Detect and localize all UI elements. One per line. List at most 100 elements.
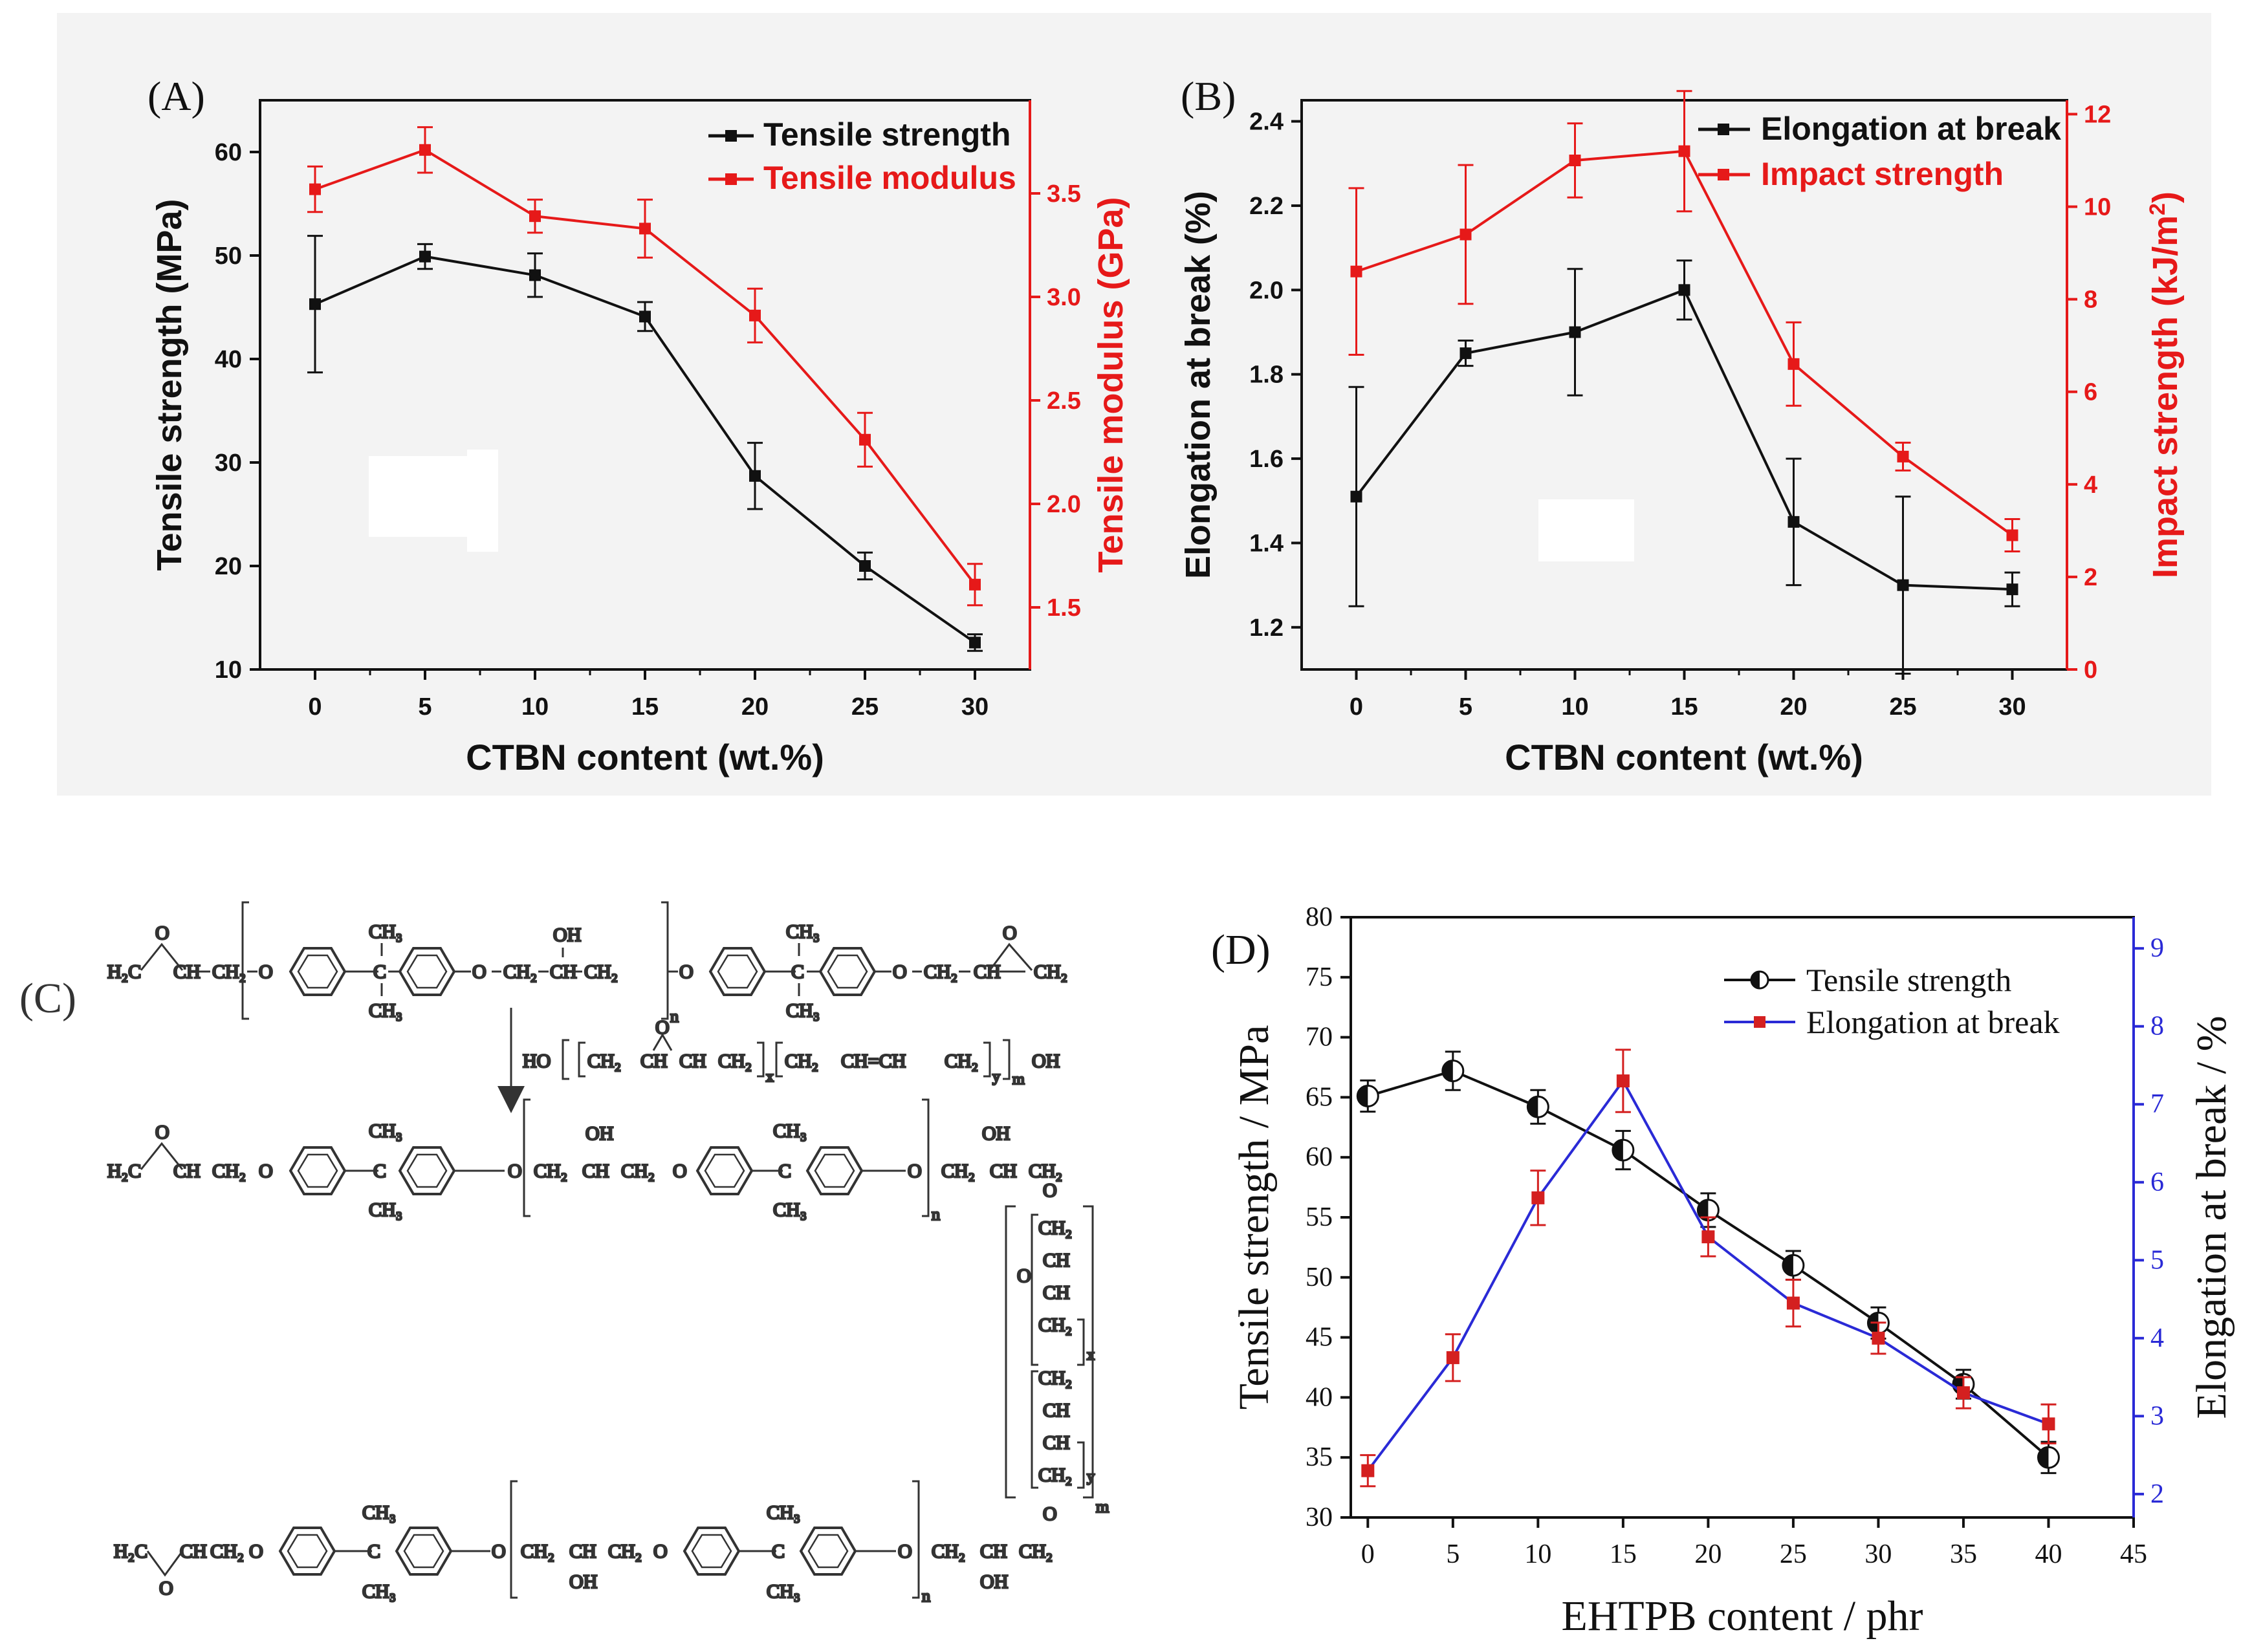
x-tick-label-A: 20 <box>741 693 769 721</box>
data-point-B <box>1678 145 1690 157</box>
svg-text:CH₃: CH₃ <box>369 1120 402 1142</box>
svg-text:CH₂: CH₂ <box>584 961 618 983</box>
legend-label-elongation-d: Elongation at break <box>1806 1004 2060 1040</box>
svg-text:CH: CH <box>990 1160 1017 1182</box>
x-tick-label-B: 0 <box>1350 693 1363 721</box>
svg-text:O: O <box>908 1160 922 1182</box>
svg-text:C: C <box>791 961 804 983</box>
svg-text:O: O <box>492 1541 506 1562</box>
x-tick-label-D: 45 <box>2120 1539 2147 1569</box>
data-point-D <box>1361 1464 1375 1477</box>
svg-text:O: O <box>508 1160 522 1182</box>
data-point-A <box>749 470 761 482</box>
svg-text:CH₃: CH₃ <box>786 921 820 942</box>
svg-text:CH₂: CH₂ <box>1038 1367 1072 1389</box>
data-point-fill-D <box>2038 1447 2049 1468</box>
x-tick-label-A: 5 <box>418 693 432 721</box>
svg-text:CH₂: CH₂ <box>932 1541 965 1562</box>
y2-tick-label-D: 6 <box>2150 1168 2164 1197</box>
data-point-A <box>419 250 431 263</box>
svg-text:CH: CH <box>180 1541 207 1562</box>
x-tick-label-A: 25 <box>851 693 879 721</box>
data-point-B <box>1350 265 1362 277</box>
svg-text:CH₃: CH₃ <box>773 1199 807 1221</box>
ehtpb-side-chain: O m CH₂ CH O CH CH₂ x CH₂ CH CH CH₂ y O <box>1005 1179 1110 1526</box>
svg-text:O: O <box>1017 1265 1031 1287</box>
data-point-A <box>749 309 761 321</box>
panel-label-b: (B) <box>1181 73 1236 119</box>
top-panel-background <box>57 13 2211 796</box>
legend-marker-impact <box>1718 169 1729 180</box>
x-tick-label-A: 10 <box>521 693 549 721</box>
svg-text:n: n <box>670 1007 679 1026</box>
y-tick-label-D: 75 <box>1306 962 1333 992</box>
y-tick-label-B: 1.6 <box>1249 446 1284 473</box>
x-tick-label-D: 20 <box>1694 1539 1722 1569</box>
data-point-B <box>1787 516 1800 528</box>
data-point-A <box>639 310 651 323</box>
legend-marker-tensile-d-fill <box>1751 972 1760 988</box>
svg-text:O: O <box>1003 922 1017 944</box>
svg-text:CH₃: CH₃ <box>767 1581 800 1602</box>
x-tick-label-D: 30 <box>1864 1539 1892 1569</box>
white-box-a-2 <box>467 450 498 552</box>
svg-text:x: x <box>766 1069 774 1085</box>
data-point-B <box>1350 490 1362 503</box>
svg-text:CH₂: CH₂ <box>1038 1464 1072 1486</box>
data-point-D <box>1701 1230 1715 1244</box>
svg-text:H₂C: H₂C <box>107 961 141 983</box>
svg-text:O: O <box>249 1541 263 1562</box>
data-point-fill-D <box>1527 1096 1538 1118</box>
data-point-B <box>1569 326 1581 338</box>
data-point-B <box>1459 347 1472 360</box>
svg-text:O: O <box>1043 1503 1057 1525</box>
svg-text:OH: OH <box>980 1571 1008 1592</box>
data-point-B <box>1569 155 1581 167</box>
data-point-D <box>1446 1351 1459 1364</box>
y2-tick-label-D: 3 <box>2150 1401 2164 1431</box>
svg-text:O: O <box>155 922 169 944</box>
x-tick-label-B: 20 <box>1780 693 1807 721</box>
svg-text:OH: OH <box>982 1123 1010 1144</box>
svg-text:CH: CH <box>1043 1400 1070 1421</box>
svg-text:CH₂: CH₂ <box>1029 1160 1062 1182</box>
svg-text:O: O <box>155 1122 169 1143</box>
svg-text:CH₃: CH₃ <box>773 1120 807 1142</box>
data-point-A <box>419 144 431 156</box>
data-point-fill-D <box>1782 1255 1793 1276</box>
svg-text:OH: OH <box>1032 1050 1060 1072</box>
y-tick-label-A: 20 <box>215 553 242 580</box>
legend-label-tensile-strength: Tensile strength <box>763 116 1011 153</box>
svg-text:CH: CH <box>173 1160 201 1182</box>
svg-text:CH₂: CH₂ <box>212 961 246 983</box>
white-box-b <box>1538 499 1634 561</box>
svg-text:CH: CH <box>679 1050 706 1072</box>
svg-text:O: O <box>159 1578 173 1599</box>
data-point-D <box>1786 1296 1800 1310</box>
data-point-fill-D <box>1442 1060 1453 1081</box>
data-point-fill-D <box>1612 1140 1623 1161</box>
svg-text:O: O <box>472 961 486 983</box>
svg-text:OH: OH <box>553 924 581 946</box>
y2-tick-label-A: 2.0 <box>1047 491 1081 518</box>
y2-tick-label-B: 4 <box>2084 472 2097 499</box>
data-point-D <box>1956 1386 1970 1400</box>
legend-a: Tensile strength Tensile modulus <box>708 116 1016 196</box>
legend-marker-elongation <box>1718 124 1729 135</box>
data-point-D <box>2042 1417 2055 1431</box>
data-point-B <box>1459 228 1472 241</box>
data-point-A <box>859 560 871 572</box>
legend-b: Elongation at break Impact strength <box>1698 111 2061 192</box>
svg-text:O: O <box>898 1541 912 1562</box>
svg-text:CH₃: CH₃ <box>767 1502 800 1523</box>
data-point-fill-D <box>1357 1085 1368 1107</box>
svg-text:CH: CH <box>980 1541 1007 1562</box>
x-tick-label-D: 40 <box>2035 1539 2062 1569</box>
y-tick-label-A: 40 <box>215 346 242 373</box>
svg-text:CH: CH <box>1043 1432 1070 1453</box>
svg-text:O: O <box>259 1160 273 1182</box>
svg-text:C: C <box>772 1541 785 1562</box>
svg-text:CH₂: CH₂ <box>941 1160 975 1182</box>
